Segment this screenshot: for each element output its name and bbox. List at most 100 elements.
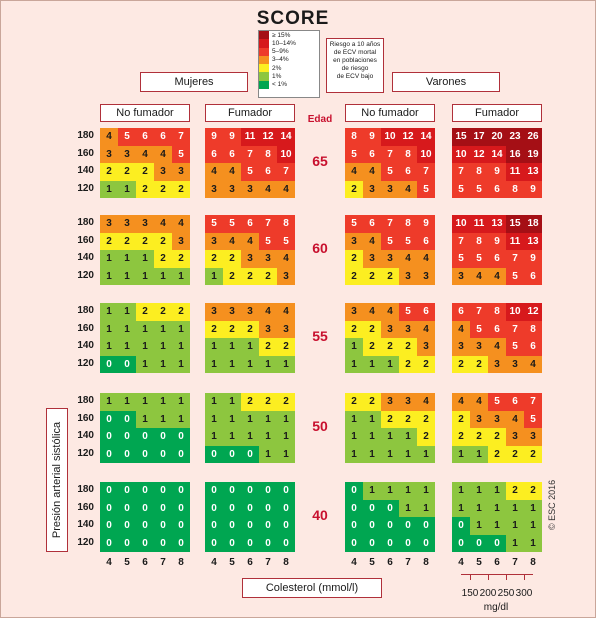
risk-cell: 4 (488, 267, 506, 285)
risk-cell: 7 (470, 303, 488, 321)
risk-cell: 13 (524, 232, 542, 250)
risk-cell: 11 (470, 215, 488, 233)
risk-cell: 2 (154, 232, 172, 250)
risk-cell: 1 (118, 180, 136, 198)
age-label: 55 (312, 328, 328, 344)
x-axis-label: Colesterol (mmol/l) (242, 578, 382, 598)
risk-cell: 3 (452, 267, 470, 285)
risk-cell: 0 (345, 534, 363, 552)
risk-cell: 4 (154, 145, 172, 163)
risk-cell: 1 (345, 445, 363, 463)
risk-cell: 1 (118, 393, 136, 411)
risk-cell: 5 (417, 180, 435, 198)
risk-cell: 2 (172, 303, 190, 321)
risk-cell: 2 (470, 428, 488, 446)
risk-cell: 4 (399, 250, 417, 268)
mgdl-tick (470, 574, 471, 580)
risk-cell: 15 (452, 128, 470, 146)
legend-entry: 2% (259, 64, 319, 73)
risk-cell: 1 (524, 534, 542, 552)
risk-cell: 2 (524, 445, 542, 463)
risk-cell: 1 (524, 517, 542, 535)
risk-cell: 3 (381, 320, 399, 338)
legend-entry: 10–14% (259, 39, 319, 48)
risk-cell: 1 (363, 482, 381, 500)
risk-cell: 1 (154, 320, 172, 338)
risk-cell: 3 (223, 303, 241, 321)
risk-cell: 26 (524, 128, 542, 146)
risk-cell: 4 (223, 232, 241, 250)
risk-cell: 4 (399, 180, 417, 198)
risk-cell: 0 (241, 445, 259, 463)
risk-cell: 8 (488, 303, 506, 321)
legend-note-line: de ECV bajo (336, 73, 374, 80)
risk-cell: 1 (136, 320, 154, 338)
risk-cell: 0 (118, 445, 136, 463)
risk-cell: 3 (417, 267, 435, 285)
risk-cell: 7 (506, 250, 524, 268)
risk-cell: 0 (172, 445, 190, 463)
risk-cell: 1 (452, 445, 470, 463)
risk-cell: 0 (259, 482, 277, 500)
risk-cell: 4 (381, 303, 399, 321)
risk-cell: 14 (417, 128, 435, 146)
risk-cell: 5 (399, 232, 417, 250)
risk-cell: 0 (100, 428, 118, 446)
risk-cell: 2 (205, 320, 223, 338)
risk-cell: 0 (259, 517, 277, 535)
risk-cell: 0 (381, 534, 399, 552)
risk-cell: 3 (223, 180, 241, 198)
risk-cell: 0 (100, 445, 118, 463)
cholesterol-tick-label: 5 (229, 557, 235, 568)
risk-cell: 1 (452, 499, 470, 517)
risk-cell: 0 (241, 534, 259, 552)
risk-cell: 3 (118, 215, 136, 233)
risk-cell: 9 (223, 128, 241, 146)
women-smoker-label: Fumador (205, 104, 295, 122)
risk-cell: 5 (506, 267, 524, 285)
legend-label: 10–14% (272, 39, 296, 47)
sbp-label: 180 (77, 130, 94, 141)
risk-cell: 1 (381, 355, 399, 373)
risk-cell: 5 (345, 215, 363, 233)
sbp-label: 140 (77, 165, 94, 176)
risk-cell: 3 (136, 215, 154, 233)
risk-cell: 2 (381, 410, 399, 428)
risk-cell: 6 (241, 215, 259, 233)
sbp-label: 120 (77, 536, 94, 548)
legend-label: ≥ 15% (272, 31, 291, 39)
risk-cell: 0 (118, 355, 136, 373)
risk-cell: 0 (259, 534, 277, 552)
risk-cell: 2 (205, 250, 223, 268)
risk-cell: 0 (277, 482, 295, 500)
risk-cell: 6 (259, 163, 277, 181)
risk-cell: 0 (345, 482, 363, 500)
risk-cell: 2 (172, 250, 190, 268)
risk-cell: 4 (172, 215, 190, 233)
risk-cell: 0 (363, 534, 381, 552)
risk-cell: 1 (100, 338, 118, 356)
risk-cell: 2 (345, 393, 363, 411)
risk-cell: 1 (452, 482, 470, 500)
risk-cell: 15 (506, 215, 524, 233)
risk-cell: 5 (259, 232, 277, 250)
risk-cell: 19 (524, 145, 542, 163)
risk-cell: 0 (154, 445, 172, 463)
risk-cell: 1 (381, 428, 399, 446)
legend-swatch (259, 72, 269, 81)
risk-cell: 0 (118, 499, 136, 517)
legend-swatch (259, 80, 269, 89)
risk-cell: 4 (205, 163, 223, 181)
risk-cell: 6 (223, 145, 241, 163)
risk-cell: 0 (223, 534, 241, 552)
risk-cell: 1 (205, 267, 223, 285)
cholesterol-tick-label: 6 (387, 557, 393, 568)
risk-cell: 1 (488, 482, 506, 500)
risk-cell: 1 (241, 410, 259, 428)
risk-cell: 1 (506, 517, 524, 535)
risk-cell: 2 (452, 410, 470, 428)
risk-cell: 2 (259, 393, 277, 411)
risk-cell: 7 (524, 393, 542, 411)
risk-cell: 0 (118, 534, 136, 552)
men-label: Varones (392, 72, 500, 92)
